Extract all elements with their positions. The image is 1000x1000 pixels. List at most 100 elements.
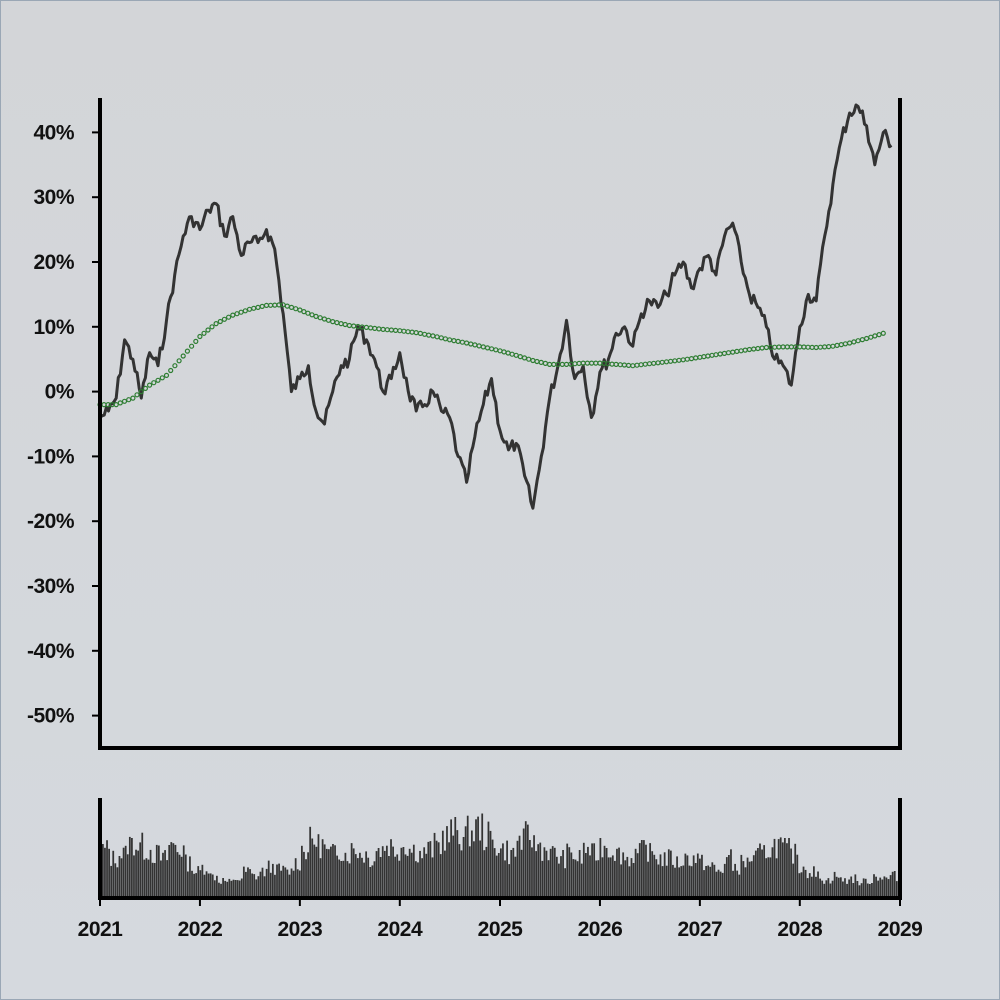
volume-bar bbox=[584, 853, 587, 898]
volume-bar bbox=[213, 880, 216, 898]
moving-average-marker bbox=[780, 344, 786, 350]
x-tick-label: 2026 bbox=[578, 918, 623, 941]
volume-bar bbox=[166, 860, 169, 898]
volume-bar bbox=[108, 848, 110, 898]
volume-bar bbox=[207, 873, 210, 898]
moving-average-marker bbox=[134, 392, 140, 398]
volume-bar bbox=[728, 855, 730, 898]
volume-bar bbox=[228, 878, 231, 898]
moving-average-marker bbox=[172, 363, 178, 369]
x-tick-label: 2029 bbox=[878, 918, 923, 941]
volume-bar bbox=[439, 854, 442, 898]
volume-bar bbox=[833, 871, 836, 898]
moving-average-marker bbox=[630, 363, 636, 369]
volume-bar bbox=[713, 864, 716, 898]
volume-bar bbox=[133, 855, 135, 898]
moving-average-marker bbox=[868, 334, 874, 340]
volume-bar bbox=[537, 844, 540, 898]
moving-average-marker bbox=[263, 302, 270, 308]
moving-average-marker bbox=[842, 341, 849, 347]
volume-bar bbox=[553, 847, 556, 898]
volume-bar bbox=[850, 876, 853, 898]
volume-bar bbox=[230, 880, 233, 898]
volume-bar bbox=[823, 883, 826, 898]
volume-bar bbox=[866, 883, 869, 898]
volume-bar bbox=[456, 830, 459, 898]
volume-bar bbox=[580, 863, 583, 898]
x-tick-label: 2024 bbox=[377, 918, 423, 941]
volume-bar bbox=[649, 843, 652, 898]
volume-bar bbox=[551, 846, 554, 898]
volume-bar bbox=[189, 856, 191, 898]
moving-average-marker bbox=[734, 348, 740, 354]
moving-average-marker bbox=[797, 344, 803, 350]
volume-bar bbox=[359, 852, 361, 898]
volume-bar bbox=[168, 845, 171, 898]
moving-average-marker bbox=[342, 321, 348, 328]
volume-bar bbox=[817, 871, 819, 898]
volume-bar bbox=[616, 848, 618, 898]
volume-bar bbox=[441, 830, 444, 898]
volume-bar bbox=[707, 865, 710, 898]
volume-bar bbox=[643, 840, 645, 898]
volume-bar bbox=[711, 862, 714, 898]
volume-bar bbox=[696, 853, 699, 898]
moving-average-marker bbox=[288, 304, 295, 310]
moving-average-marker bbox=[617, 362, 623, 368]
volume-bar bbox=[682, 865, 685, 898]
moving-average-marker bbox=[855, 338, 861, 344]
moving-average-marker bbox=[259, 303, 265, 309]
volume-bar bbox=[868, 884, 871, 898]
volume-bar bbox=[657, 864, 660, 898]
volume-bar bbox=[170, 842, 173, 898]
moving-average-marker bbox=[272, 302, 278, 308]
volume-bar bbox=[578, 850, 581, 898]
volume-bar bbox=[694, 863, 697, 898]
moving-average-marker bbox=[368, 325, 374, 331]
volume-bar bbox=[178, 854, 181, 898]
moving-average-marker bbox=[593, 360, 599, 366]
volume-bar bbox=[479, 840, 482, 898]
volume-bar bbox=[746, 857, 749, 898]
volume-bar bbox=[663, 852, 666, 898]
moving-average-marker bbox=[597, 360, 603, 366]
volume-bar bbox=[524, 821, 527, 898]
volume-bar bbox=[394, 856, 397, 898]
volume-bar bbox=[435, 840, 438, 898]
moving-average-marker bbox=[801, 344, 807, 350]
volume-bar bbox=[477, 816, 479, 898]
moving-average-marker bbox=[738, 348, 744, 354]
volume-bar bbox=[871, 883, 873, 898]
moving-average-marker bbox=[659, 359, 665, 365]
volume-bar bbox=[796, 854, 799, 898]
volume-bar bbox=[510, 850, 513, 898]
volume-bar bbox=[640, 840, 643, 898]
volume-bar bbox=[504, 860, 506, 898]
x-tick-label: 2022 bbox=[178, 918, 223, 941]
volume-bar bbox=[767, 857, 770, 898]
volume-bar bbox=[555, 856, 558, 898]
volume-bar bbox=[398, 860, 401, 898]
volume-bar bbox=[529, 840, 531, 898]
volume-bar bbox=[110, 865, 113, 898]
volume-bar bbox=[852, 883, 855, 898]
volume-bar bbox=[875, 876, 877, 898]
moving-average-marker bbox=[642, 361, 648, 367]
volume-bar bbox=[522, 828, 525, 898]
x-axis-ticks: 2021 2022 2023 2024 2025 2026 2027 2028 2029 bbox=[78, 898, 923, 941]
moving-average-marker bbox=[697, 354, 703, 360]
volume-bar bbox=[757, 848, 759, 898]
moving-average-marker bbox=[246, 306, 253, 312]
volume-bar bbox=[145, 858, 148, 898]
y-tick-label: 0% bbox=[45, 381, 75, 404]
moving-average-marker bbox=[517, 354, 523, 360]
volume-bar bbox=[336, 855, 338, 898]
volume-bar bbox=[267, 860, 270, 898]
volume-bar bbox=[599, 838, 602, 898]
volume-bar bbox=[626, 856, 629, 898]
volume-bar bbox=[846, 883, 848, 898]
volume-bar bbox=[410, 852, 413, 898]
volume-bar bbox=[781, 842, 784, 898]
moving-average-marker bbox=[209, 324, 215, 330]
